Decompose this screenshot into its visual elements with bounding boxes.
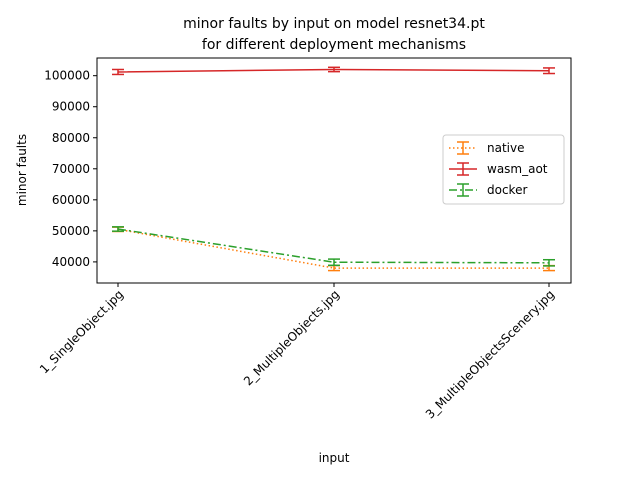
chart-title-line-2: for different deployment mechanisms — [202, 37, 466, 53]
chart-title-line-1: minor faults by input on model resnet34.… — [183, 16, 485, 32]
y-axis: 40000 50000 60000 70000 80000 90000 100000 — [44, 69, 97, 269]
legend-label: native — [487, 141, 524, 155]
x-axis: 1_SingleObject.jpg 2_MultipleObjects.jpg 3… — [37, 283, 557, 422]
series-layer — [112, 66, 555, 272]
series-docker — [112, 226, 555, 267]
x-tick-label: 1_SingleObject.jpg — [37, 287, 126, 376]
series-line — [117, 228, 550, 264]
legend-label: docker — [487, 183, 527, 197]
y-tick-label: 90000 — [52, 100, 90, 114]
x-axis-label: input — [319, 451, 350, 465]
series-line — [117, 228, 549, 269]
y-tick-label: 40000 — [52, 255, 90, 269]
legend-label: wasm_aot — [487, 162, 548, 176]
series-wasm_aot — [112, 66, 555, 76]
legend-box — [442, 134, 565, 205]
legend-item-native: native — [449, 141, 524, 155]
y-tick-label: 60000 — [52, 193, 90, 207]
x-tick-label: 2_MultipleObjects.jpg — [241, 287, 342, 388]
y-tick-label: 50000 — [52, 224, 90, 238]
y-tick-label: 70000 — [52, 162, 90, 176]
y-tick-label: 80000 — [52, 131, 90, 145]
legend-item-docker: docker — [449, 183, 527, 197]
y-tick-label: 100000 — [44, 69, 90, 83]
legend-item-wasm_aot: wasm_aot — [449, 162, 548, 176]
x-tick-label: 3_MultipleObjectsScenery.jpg — [423, 287, 557, 421]
y-axis-label: minor faults — [15, 134, 29, 206]
chart-title: minor faults by input on model resnet34.… — [183, 16, 485, 53]
